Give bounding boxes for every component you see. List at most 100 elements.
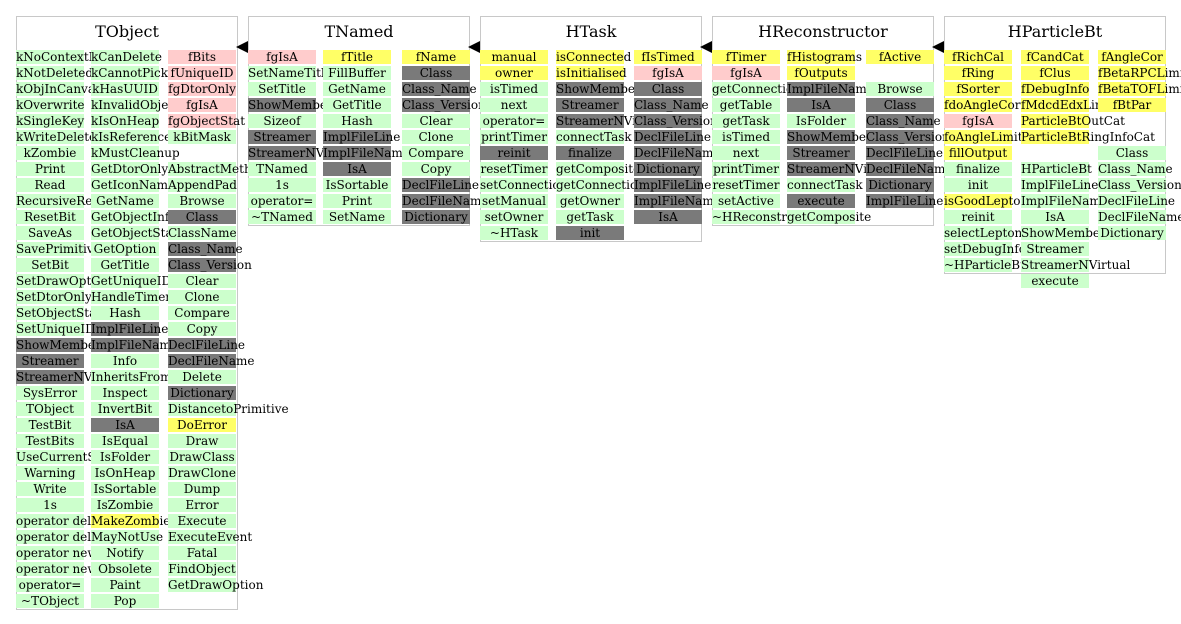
member-cell: IsFolder [91, 450, 159, 464]
member-cell: Delete [168, 370, 236, 384]
member-cell: DeclFileLine [402, 178, 480, 192]
inheritance-arrow [700, 41, 712, 53]
member-cell: SaveAs [16, 226, 84, 240]
member-cell: ~HTask [480, 226, 548, 240]
member-cell: ImplFileLine [634, 178, 712, 192]
member-cell: Obsolete [91, 562, 159, 576]
member-cell: ImplFileName [634, 194, 721, 208]
member-cell: reinit [480, 146, 548, 160]
class-title: HReconstructor [758, 22, 888, 41]
member-cell: IsOnHeap [91, 466, 159, 480]
member-cell: kBitMask [168, 130, 236, 144]
member-cell: RecursiveRemove [16, 194, 125, 208]
member-cell: fdoAngleCorr [944, 98, 1027, 112]
member-cell: Clone [168, 290, 236, 304]
member-cell: Sizeof [248, 114, 316, 128]
member-cell: Class [402, 66, 470, 80]
member-cell: kHasUUID [91, 82, 159, 96]
member-cell: ClassName [168, 226, 237, 240]
member-cell: finalize [944, 162, 1012, 176]
member-cell: Execute [168, 514, 236, 528]
member-cell: Compare [168, 306, 236, 320]
member-cell: SetDtorOnly [16, 290, 92, 304]
member-cell: Paint [91, 578, 159, 592]
member-cell: GetName [323, 82, 391, 96]
member-cell: finalize [556, 146, 624, 160]
member-cell: IsA [1021, 210, 1089, 224]
member-cell: Dictionary [1098, 226, 1166, 240]
member-cell: Class [1098, 146, 1166, 160]
member-cell: kCannotPick [91, 66, 169, 80]
member-cell: MayNotUse [91, 530, 164, 544]
member-cell: getConnections [556, 178, 652, 192]
member-cell: Dictionary [168, 386, 236, 400]
member-cell: Class_Version [168, 258, 252, 272]
member-cell: owner [480, 66, 548, 80]
member-cell: IsEqual [91, 434, 159, 448]
member-cell: DeclFileLine [634, 130, 712, 144]
member-cell: fCandCat [1021, 50, 1089, 64]
member-cell: fBetaTOFLimit [1098, 82, 1181, 96]
member-cell: Hash [91, 306, 159, 320]
member-cell: fgIsA [248, 50, 316, 64]
member-cell: Print [323, 194, 391, 208]
member-cell: DeclFileLine [866, 146, 944, 160]
member-cell: kIsOnHeap [91, 114, 160, 128]
member-cell: fBetaRPCLimit [1098, 66, 1181, 80]
member-cell: Class_Name [1098, 162, 1173, 176]
inheritance-arrow [468, 41, 480, 53]
member-cell: Error [168, 498, 236, 512]
member-cell: Class [634, 82, 702, 96]
member-cell: ShowMembers [16, 338, 107, 352]
member-cell: printTimer [712, 162, 780, 176]
member-cell: Browse [168, 194, 236, 208]
member-cell: fActive [866, 50, 934, 64]
member-cell: GetObjectStat [91, 226, 178, 240]
member-cell: Warning [16, 466, 84, 480]
member-cell: Dictionary [634, 162, 702, 176]
member-cell: ParticleBtOutCat [1021, 114, 1125, 128]
member-cell: 1s [16, 498, 84, 512]
member-cell: Class_Version [634, 114, 718, 128]
member-cell: Clone [402, 130, 470, 144]
member-cell: fTimer [712, 50, 780, 64]
member-cell: DeclFileName [168, 354, 255, 368]
member-cell: printTimer [480, 130, 548, 144]
member-cell: ImplFileName [1021, 194, 1108, 208]
member-cell: InvertBit [91, 402, 159, 416]
member-cell: DeclFileName [402, 194, 489, 208]
member-cell: Draw [168, 434, 236, 448]
member-cell: SysError [16, 386, 84, 400]
member-cell: IsA [634, 210, 702, 224]
member-cell: Class_Version [866, 130, 950, 144]
member-cell: GetIconName [91, 178, 176, 192]
member-cell: MakeZombie [91, 514, 171, 528]
member-cell: getTask [556, 210, 624, 224]
member-cell: FindObject [168, 562, 236, 576]
member-cell: getTask [712, 114, 780, 128]
member-cell: getComposite [556, 162, 641, 176]
member-cell: Class [866, 98, 934, 112]
member-cell: IsFolder [787, 114, 855, 128]
member-cell: fillOutput [944, 146, 1012, 160]
member-cell: Fatal [168, 546, 236, 560]
member-cell: StreamerNVirtual [16, 370, 126, 384]
member-cell: ShowMembers [248, 98, 339, 112]
class-title: TObject [95, 22, 159, 41]
member-cell: reinit [944, 210, 1012, 224]
inheritance-arrow [236, 41, 248, 53]
member-cell: ~TObject [16, 594, 84, 608]
member-cell: Class_Name [634, 98, 709, 112]
member-cell: IsSortable [91, 482, 159, 496]
member-cell: operator= [16, 578, 84, 592]
member-cell: isTimed [480, 82, 548, 96]
member-cell: ParticleBtRingInfoCat [1021, 130, 1155, 144]
member-cell: AppendPad [168, 178, 237, 192]
member-cell: kNoContextMenu [16, 50, 124, 64]
member-cell: TNamed [248, 162, 316, 176]
member-cell: kNotDeleted [16, 66, 94, 80]
member-cell: IsA [91, 418, 159, 432]
empty-cell [168, 146, 236, 160]
member-cell: Clear [402, 114, 470, 128]
member-cell: IsSortable [323, 178, 391, 192]
